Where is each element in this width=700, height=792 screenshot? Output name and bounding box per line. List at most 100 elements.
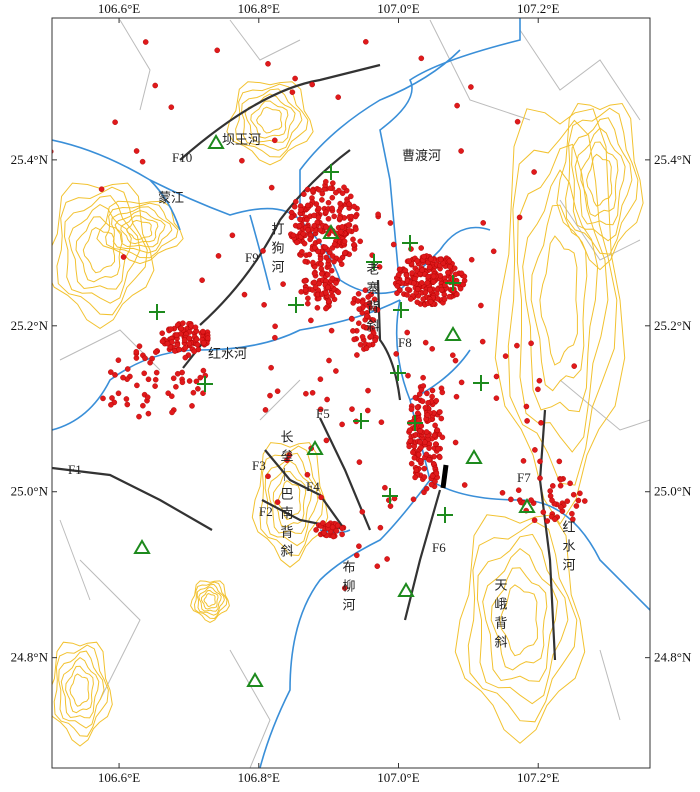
- epicenter: [267, 392, 273, 399]
- epicenter: [558, 476, 564, 483]
- epicenter: [430, 273, 437, 280]
- epicenter: [304, 186, 311, 193]
- epicenter: [423, 485, 430, 492]
- epicenter: [355, 290, 362, 297]
- x-tick-label: 106.8°E: [238, 770, 280, 785]
- epicenter: [421, 253, 427, 260]
- epicenter: [307, 236, 313, 243]
- epicenter: [309, 389, 316, 396]
- fault-label: F2: [259, 504, 273, 519]
- contour: [499, 584, 538, 657]
- epicenter: [359, 508, 366, 515]
- epicenter: [274, 499, 281, 505]
- epicenter: [144, 394, 151, 401]
- contour: [556, 102, 644, 271]
- river-label: 坝王河: [222, 132, 261, 147]
- epicenter: [115, 390, 122, 397]
- epicenter: [339, 531, 345, 538]
- epicenter: [204, 335, 211, 342]
- epicenter: [357, 341, 364, 348]
- contour: [111, 206, 173, 254]
- epicenter: [265, 473, 271, 480]
- epicenter: [180, 320, 186, 327]
- epicenter: [331, 213, 338, 220]
- contour: [235, 83, 309, 158]
- epicenter: [427, 286, 433, 293]
- epicenter: [112, 119, 118, 125]
- epicenter: [280, 281, 286, 287]
- epicenter: [296, 222, 303, 229]
- epicenter: [329, 194, 336, 201]
- contour: [82, 227, 115, 274]
- epicenter: [552, 516, 558, 523]
- epicenter: [531, 517, 538, 524]
- epicenter: [310, 259, 316, 266]
- epicenter: [499, 489, 506, 496]
- epicenter: [531, 169, 537, 175]
- epicenter: [437, 256, 444, 263]
- epicenter: [333, 280, 339, 286]
- epicenter: [564, 498, 571, 505]
- epicenter: [404, 292, 410, 298]
- epicenter: [289, 89, 296, 95]
- epicenter: [322, 289, 329, 296]
- epicenter: [528, 497, 534, 503]
- epicenter: [311, 212, 317, 219]
- epicenter: [405, 372, 411, 379]
- y-tick-label: 25.2°N: [654, 318, 692, 333]
- epicenter: [393, 351, 400, 357]
- epicenter: [292, 75, 298, 82]
- epicenter: [417, 428, 424, 434]
- epicenter: [439, 434, 446, 441]
- epicenter: [195, 385, 201, 392]
- epicenter: [331, 258, 337, 265]
- x-tick-label: 106.8°E: [238, 1, 280, 16]
- epicenter: [454, 102, 460, 109]
- epicenter: [378, 419, 385, 426]
- epicenter: [309, 187, 316, 194]
- epicenter: [355, 320, 362, 327]
- epicenter: [419, 398, 426, 405]
- epicenter: [458, 148, 464, 154]
- epicenter: [524, 418, 530, 424]
- epicenter: [120, 254, 127, 260]
- epicenter: [403, 272, 410, 279]
- contour: [63, 195, 141, 304]
- epicenter: [168, 104, 175, 110]
- labels: F10 坝王河 蒙江 F9 打狗河 曹渡河 红水河 F8 老寨背斜 F5 长垒—…: [68, 132, 576, 654]
- epicenter: [323, 209, 329, 215]
- epicenter: [305, 227, 311, 233]
- epicenter: [364, 407, 371, 414]
- y-tick-label: 25.2°N: [11, 318, 49, 333]
- epicenter: [193, 336, 200, 343]
- epicenter: [100, 395, 106, 402]
- epicenter: [109, 395, 115, 401]
- epicenter: [152, 376, 159, 383]
- epicenter: [133, 348, 140, 355]
- epicenter: [406, 258, 412, 264]
- epicenter: [321, 530, 327, 536]
- fault-label: F1: [68, 462, 82, 477]
- epicenter: [159, 330, 165, 337]
- epicenter: [426, 264, 433, 271]
- epicenter: [197, 374, 204, 381]
- epicenter: [394, 290, 400, 297]
- epicenter: [152, 383, 158, 389]
- epicenter: [422, 289, 429, 296]
- epicenter: [359, 299, 366, 306]
- epicenter: [402, 267, 409, 274]
- contour: [52, 641, 113, 747]
- epicenter: [354, 352, 360, 358]
- epicenter: [319, 197, 325, 203]
- epicenter: [359, 333, 366, 340]
- epicenter: [190, 389, 197, 396]
- river-label: 蒙江: [158, 190, 184, 205]
- epicenter: [404, 329, 411, 336]
- roads: [59, 19, 650, 768]
- epicenter: [418, 386, 425, 393]
- epicenter: [413, 467, 420, 473]
- epicenter: [325, 215, 332, 222]
- epicenter: [582, 498, 588, 504]
- epicenter: [571, 363, 578, 369]
- epicenter: [324, 396, 330, 403]
